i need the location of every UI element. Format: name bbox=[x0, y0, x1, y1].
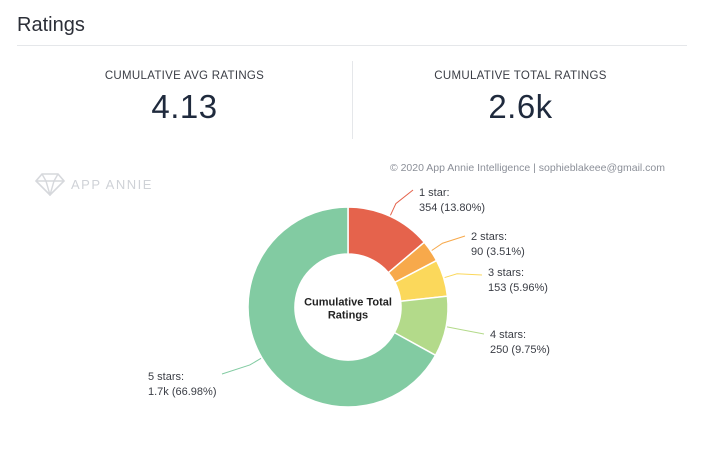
copyright-text: © 2020 App Annie Intelligence | sophiebl… bbox=[389, 162, 665, 174]
metric-total-ratings: CUMULATIVE TOTAL RATINGS 2.6k bbox=[353, 70, 688, 126]
page-title: Ratings bbox=[17, 14, 85, 36]
center-label-line-2: Ratings bbox=[328, 310, 368, 322]
app-annie-watermark: APP ANNIE bbox=[35, 172, 153, 196]
connector-line-1 bbox=[389, 189, 414, 216]
slice-name-label-4: 4 stars: bbox=[490, 329, 526, 341]
metric-avg-value: 4.13 bbox=[151, 88, 218, 125]
slice-value-label-5: 1.7k (66.98%) bbox=[148, 386, 216, 398]
metric-total-value: 2.6k bbox=[488, 88, 553, 125]
center-label-line-1: Cumulative Total bbox=[304, 297, 392, 309]
slice-value-label-4: 250 (9.75%) bbox=[490, 344, 550, 356]
slice-name-label-5: 5 stars: bbox=[148, 371, 184, 383]
slice-value-label-3: 153 (5.96%) bbox=[488, 282, 548, 294]
slice-name-label-1: 1 star: bbox=[419, 187, 450, 199]
donut-slice-5[interactable] bbox=[247, 206, 437, 408]
metric-divider bbox=[352, 61, 353, 139]
connector-line-3 bbox=[444, 273, 483, 279]
title-divider bbox=[17, 45, 687, 46]
metric-total-label: CUMULATIVE TOTAL RATINGS bbox=[434, 70, 607, 82]
slice-name-label-2: 2 stars: bbox=[471, 231, 507, 243]
slice-value-label-2: 90 (3.51%) bbox=[471, 246, 525, 258]
connector-line-2 bbox=[431, 235, 466, 251]
watermark-text: APP ANNIE bbox=[71, 176, 153, 192]
metric-avg-ratings: CUMULATIVE AVG RATINGS 4.13 bbox=[17, 70, 352, 126]
metric-avg-label: CUMULATIVE AVG RATINGS bbox=[104, 70, 265, 82]
slice-value-label-1: 354 (13.80%) bbox=[419, 202, 485, 214]
slice-name-label-3: 3 stars: bbox=[488, 267, 524, 279]
diamond-logo-icon bbox=[35, 173, 65, 196]
connector-line-5 bbox=[221, 357, 262, 375]
connector-line-4 bbox=[446, 326, 485, 335]
